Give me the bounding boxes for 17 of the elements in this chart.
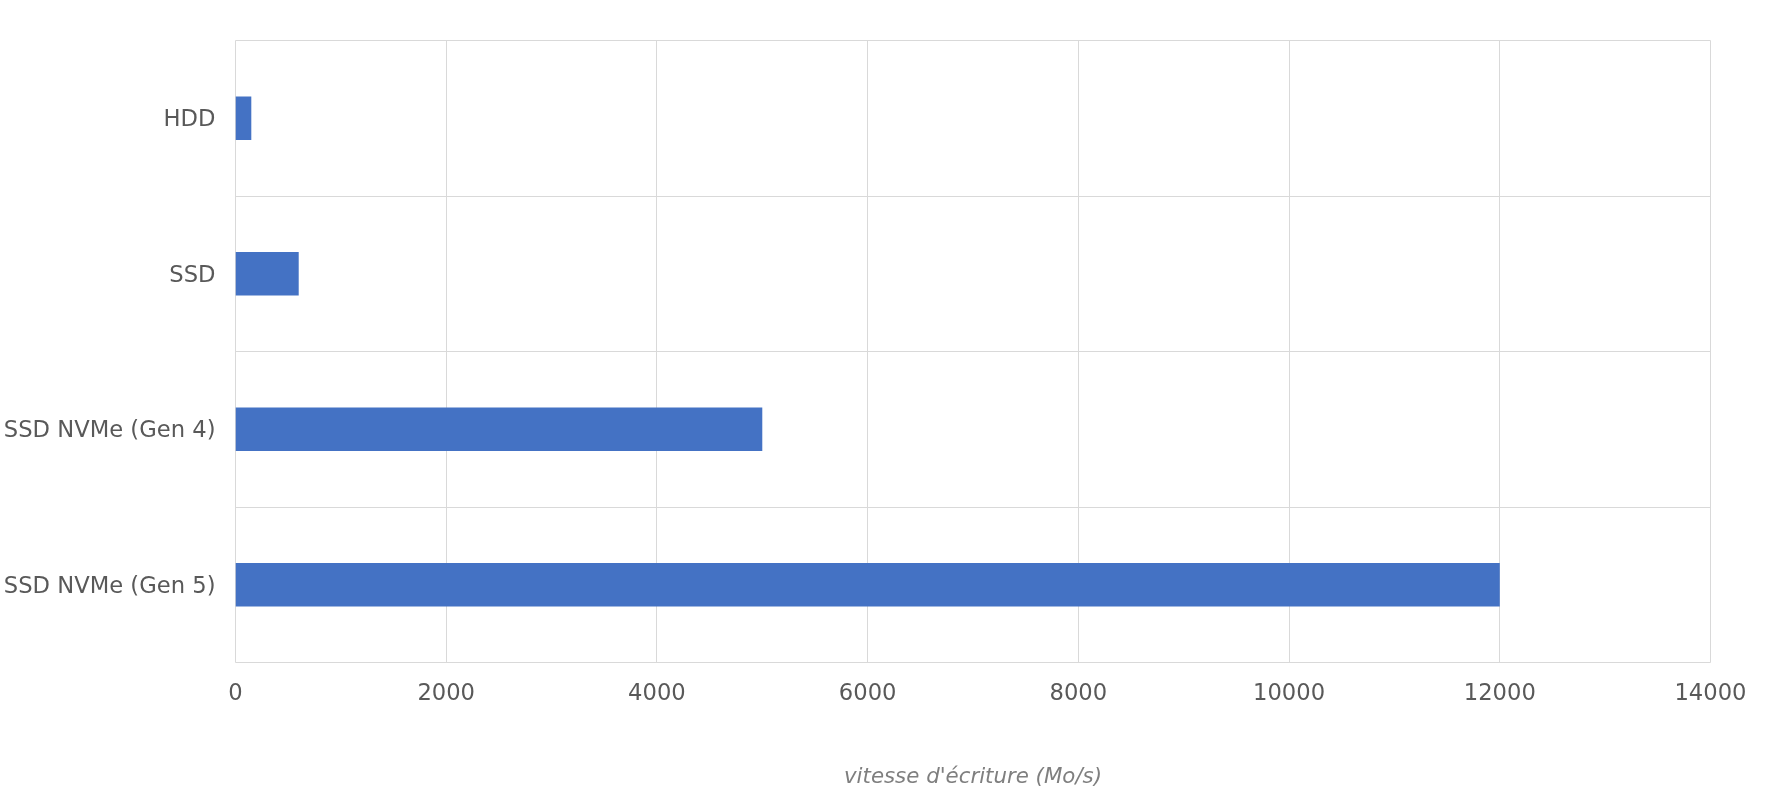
y-tick-label: SSD NVMe (Gen 4) <box>3 416 216 443</box>
x-tick-label: 8000 <box>1049 678 1108 705</box>
x-tick-label: 6000 <box>838 678 897 705</box>
x-tick-label: 12000 <box>1463 678 1536 705</box>
y-tick-label: SSD NVMe (Gen 5) <box>3 571 216 598</box>
x-tick-label: 4000 <box>628 678 686 705</box>
bar <box>235 562 1500 607</box>
x-tick-label: 0 <box>228 678 243 705</box>
y-tick-label: SSD <box>169 260 216 287</box>
bar <box>235 251 299 296</box>
y-tick-label: HDD <box>163 105 216 132</box>
x-tick-label: 10000 <box>1253 678 1326 705</box>
bar <box>235 96 252 141</box>
bar <box>235 407 763 452</box>
x-axis-title: vitesse d'écriture (Mo/s) <box>843 762 1103 788</box>
x-tick-label: 2000 <box>417 678 476 705</box>
x-tick-label: 14000 <box>1674 678 1747 705</box>
